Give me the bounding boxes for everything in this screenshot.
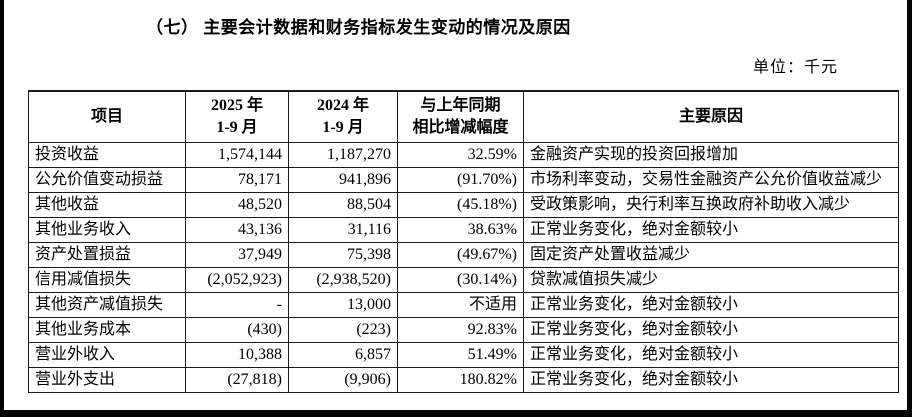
cell-change: 不适用 (397, 292, 524, 318)
cell-2024-value: 88,504 (288, 192, 398, 218)
cell-item: 营业外收入 (28, 342, 186, 368)
cell-change: (30.14%) (397, 267, 524, 293)
cell-2025-value: 48,520 (185, 192, 289, 218)
cell-reason: 金融资产实现的投资回报增加 (523, 142, 899, 168)
cell-change: (91.70%) (397, 167, 524, 193)
cell-reason: 正常业务变化，绝对金额较小 (523, 217, 899, 243)
cell-2024-value: (2,938,520) (288, 267, 398, 293)
cell-item: 其他业务成本 (28, 317, 186, 343)
table-row: 公允价值变动损益 78,171 941,896 (91.70%) 市场利率变动，… (28, 167, 899, 193)
unit-label: 单位：千元 (752, 59, 838, 76)
cell-2025-value: 78,171 (185, 167, 289, 193)
cell-change: 92.83% (397, 317, 524, 343)
cell-2025-value: 1,574,144 (185, 142, 289, 168)
cell-reason: 正常业务变化，绝对金额较小 (523, 342, 899, 368)
table-row: 其他业务收入 43,136 31,116 38.63% 正常业务变化，绝对金额较… (28, 217, 899, 243)
table-row: 营业外支出 (27,818) (9,906) 180.82% 正常业务变化，绝对… (28, 367, 899, 393)
cell-reason: 受政策影响，央行利率互换政府补助收入减少 (523, 192, 899, 218)
cell-2024-value: 6,857 (288, 342, 398, 368)
cell-reason: 市场利率变动，交易性金融资产公允价值收益减少 (523, 167, 899, 193)
table-header-row: 项目 2025 年 1-9 月 2024 年 1-9 月 与上年同期 相比增减幅… (28, 90, 899, 143)
cell-reason: 正常业务变化，绝对金额较小 (523, 292, 899, 318)
screenshot-edge-bottom (0, 410, 912, 417)
cell-item: 投资收益 (28, 142, 186, 168)
cell-change: 38.63% (397, 217, 524, 243)
cell-reason: 固定资产处置收益减少 (523, 242, 899, 268)
cell-change: 51.49% (397, 342, 524, 368)
cell-2024-value: (223) (288, 317, 398, 343)
cell-change: 32.59% (397, 142, 524, 168)
table-row: 营业外收入 10,388 6,857 51.49% 正常业务变化，绝对金额较小 (28, 342, 899, 368)
header-period-2024: 2024 年 1-9 月 (288, 90, 398, 143)
section-title: （七） 主要会计数据和财务指标发生变动的情况及原因 (146, 18, 571, 37)
header-change: 与上年同期 相比增减幅度 (397, 90, 524, 143)
screenshot-edge-right (907, 0, 912, 417)
cell-2025-value: (430) (185, 317, 289, 343)
cell-2025-value: (2,052,923) (185, 267, 289, 293)
cell-reason: 正常业务变化，绝对金额较小 (523, 317, 899, 343)
cell-2024-value: (9,906) (288, 367, 398, 393)
header-period-2025: 2025 年 1-9 月 (185, 90, 289, 143)
cell-2024-value: 31,116 (288, 217, 398, 243)
cell-2024-value: 941,896 (288, 167, 398, 193)
cell-item: 公允价值变动损益 (28, 167, 186, 193)
cell-2025-value: 10,388 (185, 342, 289, 368)
cell-item: 信用减值损失 (28, 267, 186, 293)
cell-2025-value: (27,818) (185, 367, 289, 393)
table-row: 资产处置损益 37,949 75,398 (49.67%) 固定资产处置收益减少 (28, 242, 899, 268)
header-item: 项目 (28, 90, 186, 143)
table-row: 其他收益 48,520 88,504 (45.18%) 受政策影响，央行利率互换… (28, 192, 899, 218)
header-main-reason: 主要原因 (523, 90, 899, 143)
cell-2025-value: 43,136 (185, 217, 289, 243)
cell-item: 营业外支出 (28, 367, 186, 393)
table-row: 其他业务成本 (430) (223) 92.83% 正常业务变化，绝对金额较小 (28, 317, 899, 343)
cell-reason: 贷款减值损失减少 (523, 267, 899, 293)
cell-item: 资产处置损益 (28, 242, 186, 268)
table-row: 其他资产减值损失 - 13,000 不适用 正常业务变化，绝对金额较小 (28, 292, 899, 318)
cell-2024-value: 75,398 (288, 242, 398, 268)
cell-2024-value: 13,000 (288, 292, 398, 318)
cell-change: (45.18%) (397, 192, 524, 218)
cell-2025-value: 37,949 (185, 242, 289, 268)
cell-reason: 正常业务变化，绝对金额较小 (523, 367, 899, 393)
cell-2024-value: 1,187,270 (288, 142, 398, 168)
cell-change: 180.82% (397, 367, 524, 393)
cell-item: 其他资产减值损失 (28, 292, 186, 318)
table-row: 信用减值损失 (2,052,923) (2,938,520) (30.14%) … (28, 267, 899, 293)
cell-item: 其他业务收入 (28, 217, 186, 243)
cell-item: 其他收益 (28, 192, 186, 218)
cell-2025-value: - (185, 292, 289, 318)
screenshot-edge-left (0, 0, 4, 417)
changes-table: 项目 2025 年 1-9 月 2024 年 1-9 月 与上年同期 相比增减幅… (28, 90, 899, 393)
cell-change: (49.67%) (397, 242, 524, 268)
table-row: 投资收益 1,574,144 1,187,270 32.59% 金融资产实现的投… (28, 142, 899, 168)
